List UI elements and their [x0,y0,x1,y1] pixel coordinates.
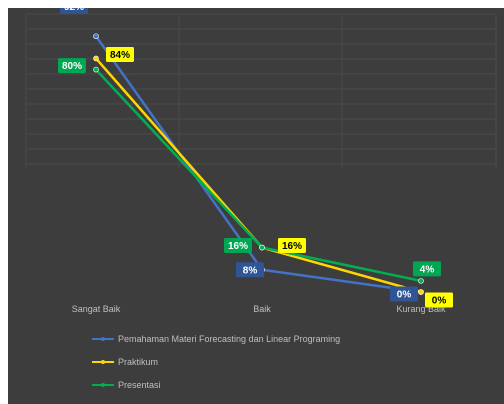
data-label: 80% [58,58,86,74]
legend-label: Praktikum [118,357,158,367]
data-label: 0% [390,286,418,302]
data-label-box [224,238,252,254]
chart-frame: Sangat Baik Baik Kurang Baik 92% 8% 0% 84% 1… [8,8,504,404]
data-point [418,278,424,284]
data-label-text: 16% [282,241,302,252]
data-label: 84% [106,46,134,62]
data-point [93,66,99,73]
data-label-text: 16% [228,241,248,252]
category-label: Kurang Baik [396,304,446,314]
data-label: 16% [224,238,252,254]
data-label-text: 92% [64,8,84,13]
data-label-text: 84% [110,50,130,61]
legend-entry: Pemahaman Materi Forecasting dan Linear … [92,334,340,344]
data-label-text: 0% [432,296,447,307]
legend-entry: Presentasi [92,380,161,390]
data-label-box [106,46,134,62]
data-point [93,55,99,62]
data-label-box [390,286,418,302]
series-line [95,68,422,283]
legend: Pemahaman Materi Forecasting dan Linear … [92,334,340,390]
data-label-text: 8% [243,265,258,276]
gridlines [25,13,497,168]
legend-entry: Praktikum [92,357,158,367]
data-label-box [278,238,306,254]
category-label: Sangat Baik [72,304,121,314]
series-line [95,57,422,294]
data-label-text: 80% [62,61,82,72]
data-label: 8% [236,262,264,278]
category-label: Baik [253,304,271,314]
data-point [418,289,424,295]
data-label-box [425,292,453,308]
legend-label: Presentasi [118,380,161,390]
data-labels: 92% 8% 0% 84% 16% 0% 80% 16% 4% [58,8,453,308]
data-label: 4% [413,261,441,277]
data-label: 16% [278,238,306,254]
data-label-box [58,58,86,74]
data-point [93,33,99,40]
data-label-box [236,262,264,278]
category-labels: Sangat Baik Baik Kurang Baik [72,304,446,314]
data-label-box [60,8,88,14]
legend-label: Pemahaman Materi Forecasting dan Linear … [118,334,340,344]
data-label-text: 4% [420,264,435,275]
data-label: 0% [425,292,453,308]
line-chart: Sangat Baik Baik Kurang Baik 92% 8% 0% 84% 1… [25,8,497,390]
data-label: 92% [60,8,88,14]
data-label-text: 0% [397,290,412,301]
data-point [259,244,265,251]
data-label-box [413,261,441,277]
